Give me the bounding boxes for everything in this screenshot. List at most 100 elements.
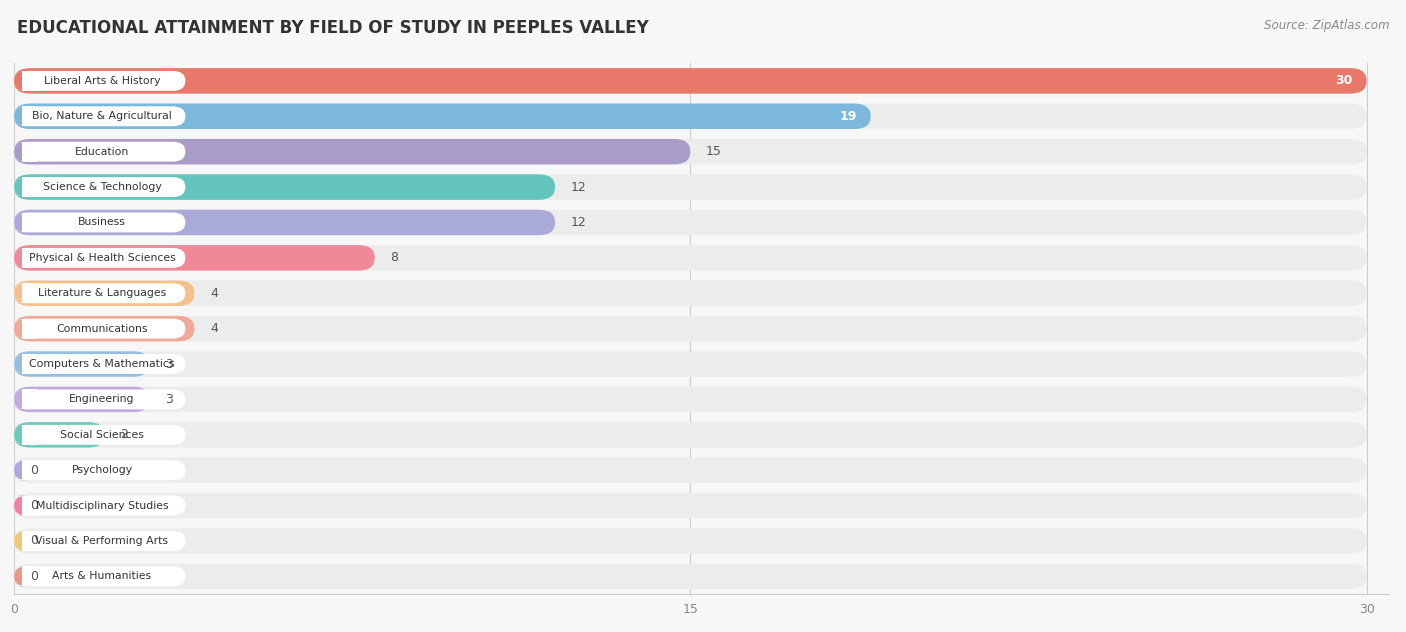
FancyBboxPatch shape (21, 495, 37, 516)
FancyBboxPatch shape (14, 104, 1367, 129)
Text: 8: 8 (391, 252, 398, 264)
FancyBboxPatch shape (14, 354, 30, 374)
FancyBboxPatch shape (14, 281, 1367, 306)
Text: Psychology: Psychology (72, 465, 132, 475)
FancyBboxPatch shape (14, 351, 149, 377)
FancyBboxPatch shape (14, 531, 186, 551)
FancyBboxPatch shape (14, 104, 870, 129)
FancyBboxPatch shape (14, 212, 30, 233)
FancyBboxPatch shape (14, 283, 186, 303)
Text: 0: 0 (30, 535, 38, 547)
FancyBboxPatch shape (14, 354, 186, 374)
Text: 0: 0 (30, 499, 38, 512)
Text: Bio, Nature & Agricultural: Bio, Nature & Agricultural (32, 111, 172, 121)
Text: 2: 2 (120, 428, 128, 441)
Text: Engineering: Engineering (69, 394, 135, 404)
FancyBboxPatch shape (14, 319, 30, 339)
FancyBboxPatch shape (14, 245, 1367, 270)
FancyBboxPatch shape (21, 354, 37, 374)
FancyBboxPatch shape (14, 425, 186, 445)
FancyBboxPatch shape (14, 495, 30, 516)
FancyBboxPatch shape (14, 495, 186, 516)
Text: Source: ZipAtlas.com: Source: ZipAtlas.com (1264, 19, 1389, 32)
Text: 0: 0 (30, 464, 38, 477)
Text: 0: 0 (30, 570, 38, 583)
FancyBboxPatch shape (14, 389, 186, 410)
Text: Literature & Languages: Literature & Languages (38, 288, 166, 298)
FancyBboxPatch shape (14, 68, 1367, 94)
FancyBboxPatch shape (14, 316, 194, 341)
Text: Social Sciences: Social Sciences (60, 430, 143, 440)
FancyBboxPatch shape (14, 71, 30, 91)
FancyBboxPatch shape (14, 210, 555, 235)
FancyBboxPatch shape (14, 174, 1367, 200)
Text: Visual & Performing Arts: Visual & Performing Arts (35, 536, 169, 546)
FancyBboxPatch shape (14, 212, 186, 233)
Text: Computers & Mathematics: Computers & Mathematics (30, 359, 174, 369)
FancyBboxPatch shape (14, 566, 186, 586)
Text: Physical & Health Sciences: Physical & Health Sciences (28, 253, 176, 263)
FancyBboxPatch shape (21, 71, 37, 91)
FancyBboxPatch shape (14, 142, 186, 162)
Text: Liberal Arts & History: Liberal Arts & History (44, 76, 160, 86)
Text: EDUCATIONAL ATTAINMENT BY FIELD OF STUDY IN PEEPLES VALLEY: EDUCATIONAL ATTAINMENT BY FIELD OF STUDY… (17, 19, 648, 37)
FancyBboxPatch shape (14, 283, 30, 303)
FancyBboxPatch shape (14, 351, 1367, 377)
FancyBboxPatch shape (14, 422, 1367, 447)
FancyBboxPatch shape (14, 422, 104, 447)
FancyBboxPatch shape (21, 142, 37, 162)
Text: 4: 4 (209, 322, 218, 335)
FancyBboxPatch shape (14, 106, 30, 126)
FancyBboxPatch shape (14, 174, 555, 200)
Text: 19: 19 (839, 110, 858, 123)
FancyBboxPatch shape (14, 245, 375, 270)
Text: 4: 4 (209, 287, 218, 300)
FancyBboxPatch shape (14, 142, 30, 162)
Text: Business: Business (79, 217, 127, 228)
FancyBboxPatch shape (21, 248, 37, 268)
FancyBboxPatch shape (21, 283, 37, 303)
Text: 12: 12 (571, 216, 586, 229)
FancyBboxPatch shape (14, 139, 1367, 164)
Text: 12: 12 (571, 181, 586, 193)
FancyBboxPatch shape (14, 177, 186, 197)
Text: Education: Education (75, 147, 129, 157)
FancyBboxPatch shape (21, 531, 37, 551)
FancyBboxPatch shape (21, 177, 37, 197)
FancyBboxPatch shape (14, 106, 186, 126)
FancyBboxPatch shape (14, 210, 1367, 235)
Text: 30: 30 (1336, 75, 1353, 87)
FancyBboxPatch shape (14, 248, 30, 268)
Text: Communications: Communications (56, 324, 148, 334)
FancyBboxPatch shape (14, 566, 30, 586)
FancyBboxPatch shape (14, 564, 1367, 589)
FancyBboxPatch shape (14, 493, 1367, 518)
FancyBboxPatch shape (14, 528, 1367, 554)
FancyBboxPatch shape (14, 387, 149, 412)
FancyBboxPatch shape (14, 458, 1367, 483)
FancyBboxPatch shape (21, 319, 37, 339)
Text: Arts & Humanities: Arts & Humanities (52, 571, 152, 581)
FancyBboxPatch shape (14, 139, 690, 164)
Text: 15: 15 (706, 145, 721, 158)
FancyBboxPatch shape (21, 425, 37, 445)
FancyBboxPatch shape (21, 566, 37, 586)
FancyBboxPatch shape (21, 212, 37, 233)
FancyBboxPatch shape (14, 425, 30, 445)
Text: 3: 3 (165, 393, 173, 406)
FancyBboxPatch shape (21, 106, 37, 126)
FancyBboxPatch shape (14, 319, 186, 339)
FancyBboxPatch shape (14, 281, 194, 306)
FancyBboxPatch shape (14, 71, 186, 91)
FancyBboxPatch shape (14, 68, 1367, 94)
FancyBboxPatch shape (14, 531, 30, 551)
FancyBboxPatch shape (21, 389, 37, 410)
FancyBboxPatch shape (14, 387, 1367, 412)
FancyBboxPatch shape (14, 389, 30, 410)
FancyBboxPatch shape (14, 460, 186, 480)
FancyBboxPatch shape (14, 248, 186, 268)
FancyBboxPatch shape (21, 460, 37, 480)
Text: 3: 3 (165, 358, 173, 370)
FancyBboxPatch shape (14, 177, 30, 197)
Text: Multidisciplinary Studies: Multidisciplinary Studies (35, 501, 169, 511)
